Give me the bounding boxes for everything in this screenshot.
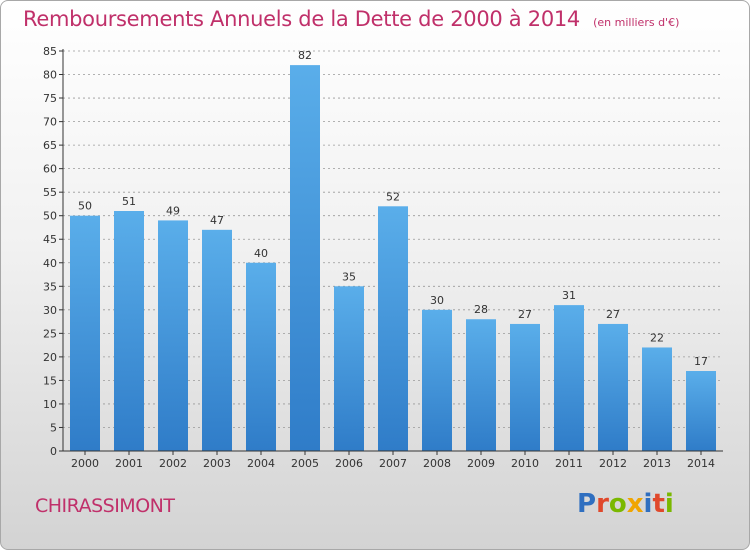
- bar-value-label: 27: [606, 308, 620, 321]
- x-tick-label: 2003: [203, 457, 231, 470]
- bar-value-label: 50: [78, 200, 92, 213]
- logo-letter: r: [596, 489, 609, 519]
- bar: [554, 305, 584, 451]
- y-tick-label: 40: [43, 257, 57, 270]
- logo-letter: o: [608, 489, 627, 519]
- bar: [378, 206, 408, 451]
- chart-title: Remboursements Annuels de la Dette de 20…: [23, 7, 580, 31]
- bars: [70, 65, 716, 451]
- bar: [334, 286, 364, 451]
- bar-value-label: 30: [430, 294, 444, 307]
- logo-letter: t: [652, 489, 665, 519]
- x-tick-label: 2007: [379, 457, 407, 470]
- y-tick-label: 35: [43, 280, 57, 293]
- bar-value-label: 35: [342, 270, 356, 283]
- logo-letter: i: [643, 489, 653, 519]
- bar-value-label: 31: [562, 289, 576, 302]
- commune-name: CHIRASSIMONT: [35, 495, 175, 517]
- bar: [202, 229, 232, 451]
- x-tick-label: 2002: [159, 457, 187, 470]
- y-tick-label: 70: [43, 116, 57, 129]
- bar: [246, 262, 276, 451]
- bar-value-label: 28: [474, 303, 488, 316]
- y-tick-label: 65: [43, 139, 57, 152]
- y-tick-label: 5: [50, 421, 57, 434]
- y-tick-label: 75: [43, 92, 57, 105]
- bar: [642, 347, 672, 451]
- logo-letter: i: [664, 489, 674, 519]
- y-tick-label: 50: [43, 210, 57, 223]
- x-tick-label: 2006: [335, 457, 363, 470]
- chart-unit: (en milliers d'€): [593, 16, 680, 29]
- y-tick-label: 20: [43, 351, 57, 364]
- y-tick-label: 15: [43, 374, 57, 387]
- y-tick-label: 85: [43, 45, 57, 58]
- x-tick-label: 2008: [423, 457, 451, 470]
- x-tick-label: 2000: [71, 457, 99, 470]
- proxiti-logo: Proxiti: [577, 489, 674, 519]
- y-tick-label: 80: [43, 69, 57, 82]
- bar-value-label: 17: [694, 355, 708, 368]
- x-tick-label: 2001: [115, 457, 143, 470]
- bar-value-label: 51: [122, 195, 136, 208]
- y-tick-label: 0: [50, 445, 57, 458]
- bar: [510, 323, 540, 451]
- x-tick-label: 2010: [511, 457, 539, 470]
- bar-value-label: 22: [650, 331, 664, 344]
- bar: [114, 211, 144, 451]
- bar-value-label: 52: [386, 190, 400, 203]
- bar: [158, 220, 188, 451]
- x-tick-label: 2012: [599, 457, 627, 470]
- x-tick-label: 2014: [687, 457, 715, 470]
- bar: [466, 319, 496, 451]
- y-tick-label: 10: [43, 398, 57, 411]
- y-tick-label: 30: [43, 304, 57, 317]
- bar: [598, 323, 628, 451]
- y-tick-label: 45: [43, 233, 57, 246]
- x-tick-label: 2009: [467, 457, 495, 470]
- bar: [70, 215, 100, 451]
- y-tick-label: 60: [43, 163, 57, 176]
- bar-value-label: 49: [166, 204, 180, 217]
- y-tick-label: 25: [43, 327, 57, 340]
- bar-value-label: 27: [518, 308, 532, 321]
- bar-value-label: 47: [210, 214, 224, 227]
- logo-letter: x: [626, 489, 644, 519]
- logo-letter: P: [577, 489, 597, 519]
- x-tick-label: 2004: [247, 457, 275, 470]
- bar: [290, 65, 320, 451]
- x-tick-label: 2013: [643, 457, 671, 470]
- bar: [422, 309, 452, 451]
- title-row: Remboursements Annuels de la Dette de 20…: [23, 7, 679, 31]
- axes: [59, 49, 723, 455]
- x-tick-label: 2011: [555, 457, 583, 470]
- bar: [686, 371, 716, 451]
- bar-value-label: 40: [254, 247, 268, 260]
- labels: 0 5 10 15 20 25 30 35 40 45 50 55 60 65 70 75 80 85 50 2000…: [43, 45, 715, 470]
- x-tick-label: 2005: [291, 457, 319, 470]
- bar-value-label: 82: [298, 49, 312, 62]
- y-tick-label: 55: [43, 186, 57, 199]
